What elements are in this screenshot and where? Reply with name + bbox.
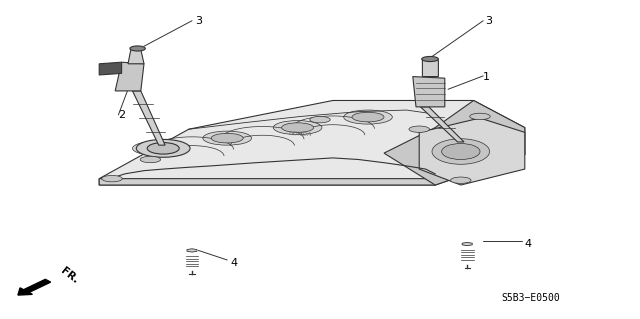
Polygon shape — [115, 62, 144, 91]
Ellipse shape — [352, 112, 384, 122]
Ellipse shape — [211, 133, 243, 143]
Ellipse shape — [422, 56, 438, 62]
Ellipse shape — [141, 144, 173, 153]
Ellipse shape — [310, 116, 330, 123]
Text: 4: 4 — [230, 258, 237, 268]
Ellipse shape — [203, 131, 252, 145]
Polygon shape — [419, 118, 525, 185]
FancyArrow shape — [18, 279, 51, 295]
Polygon shape — [99, 62, 122, 75]
Ellipse shape — [273, 121, 322, 135]
Polygon shape — [99, 148, 525, 185]
Ellipse shape — [470, 113, 490, 120]
Ellipse shape — [130, 46, 145, 51]
Polygon shape — [99, 100, 525, 185]
Polygon shape — [128, 48, 144, 64]
Ellipse shape — [147, 143, 179, 154]
Ellipse shape — [136, 139, 190, 157]
Ellipse shape — [140, 156, 161, 163]
Text: HONDA: HONDA — [289, 131, 312, 137]
Text: 1: 1 — [483, 71, 490, 82]
Polygon shape — [384, 100, 525, 185]
Polygon shape — [462, 242, 472, 246]
Text: 3: 3 — [195, 16, 202, 26]
Polygon shape — [132, 91, 165, 145]
Ellipse shape — [132, 141, 181, 155]
Text: S5B3−E0500: S5B3−E0500 — [502, 293, 561, 303]
Text: 2: 2 — [118, 110, 125, 120]
Ellipse shape — [432, 139, 490, 164]
Ellipse shape — [451, 177, 471, 183]
Ellipse shape — [442, 144, 480, 160]
Ellipse shape — [344, 110, 392, 124]
Polygon shape — [422, 59, 438, 77]
Text: 4: 4 — [525, 239, 532, 249]
Polygon shape — [187, 249, 197, 252]
Polygon shape — [413, 77, 445, 107]
Ellipse shape — [282, 123, 314, 132]
Text: FR.: FR. — [59, 266, 80, 286]
Ellipse shape — [409, 126, 429, 132]
Text: 3: 3 — [485, 16, 492, 26]
Ellipse shape — [102, 175, 122, 182]
Polygon shape — [420, 107, 464, 142]
